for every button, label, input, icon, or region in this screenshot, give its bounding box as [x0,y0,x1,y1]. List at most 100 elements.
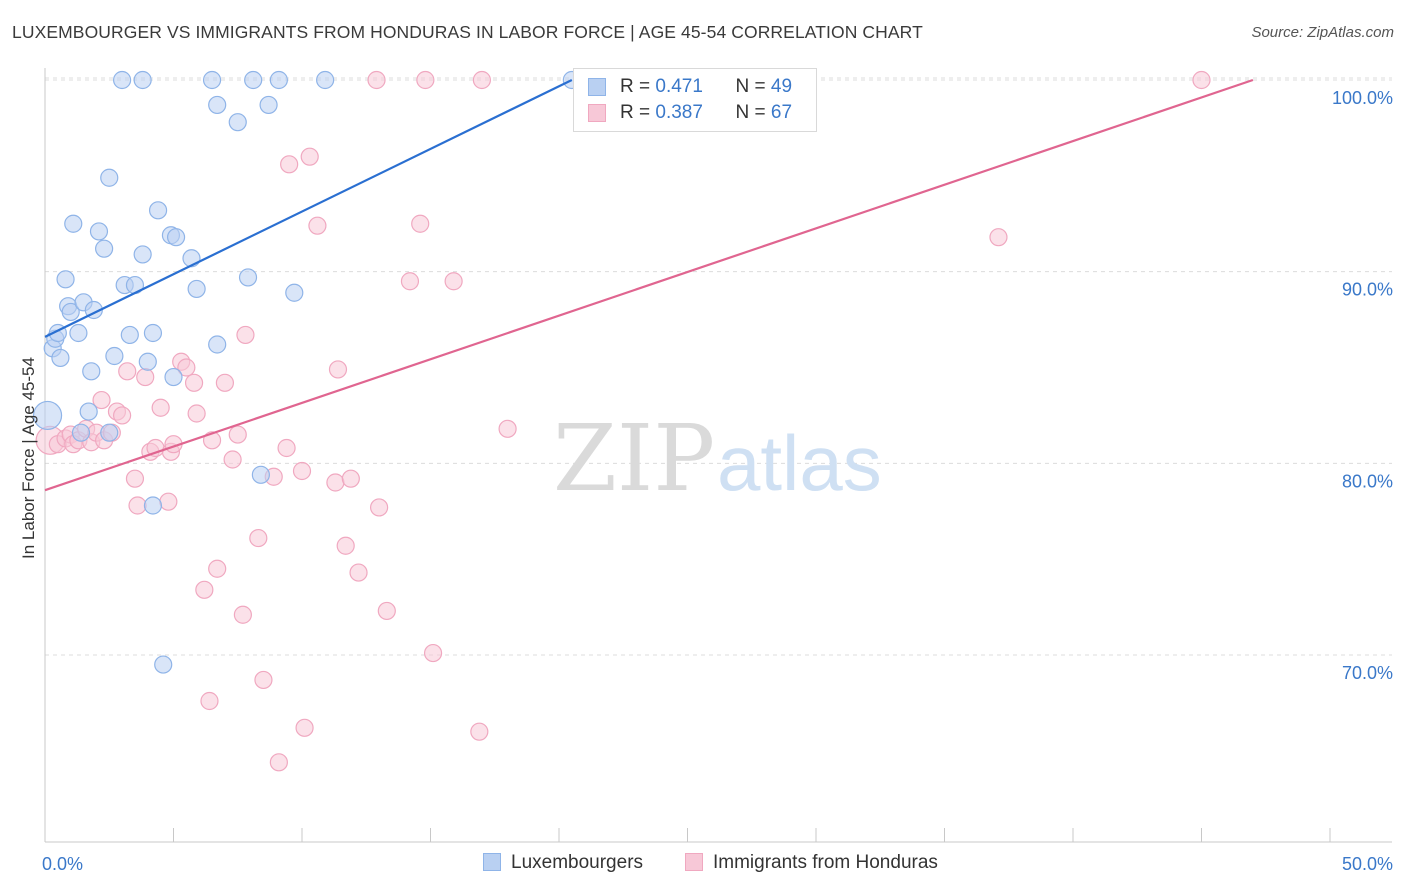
data-point [228,425,247,444]
legend-item-honduras[interactable]: Immigrants from Honduras [685,852,938,874]
data-point [164,367,183,387]
data-point [133,245,152,264]
grid-layer [45,77,1392,656]
data-point [215,373,234,392]
legend-item-luxembourgers[interactable]: Luxembourgers [483,852,643,874]
data-point [143,323,163,343]
watermark: ZIP atlas [553,405,882,512]
data-point [295,718,314,737]
n-label: N = [735,76,766,97]
data-point [370,498,389,517]
legend-swatch-blue [483,853,501,871]
data-point [202,431,222,450]
data-point [159,492,178,511]
data-point [244,70,263,90]
data-point [300,147,319,166]
trend-line [44,79,573,338]
data-point [143,496,163,515]
data-point [32,400,63,431]
data-point [269,70,288,90]
data-point [95,239,114,258]
legend-swatch-pink [588,104,606,122]
data-point [51,348,70,368]
n-label: N = [735,102,766,123]
legend-label: Immigrants from Honduras [713,852,938,873]
data-point [400,272,420,291]
data-point [308,216,327,235]
data-point [56,270,75,289]
data-point [223,450,242,469]
data-point [277,438,296,458]
data-point [228,113,247,132]
data-point [128,496,147,515]
data-point [125,469,145,488]
data-point [292,461,312,481]
data-point [328,360,348,379]
data-point [184,373,204,392]
y-tick-label: 90.0% [1342,280,1393,300]
data-point [105,346,124,366]
watermark-zip: ZIP [553,405,715,512]
data-point [411,214,430,233]
data-point [100,168,119,187]
legend-swatch-pink [685,853,703,871]
data-point [238,268,258,287]
data-point [112,406,132,425]
legend-label: Luxembourgers [511,852,644,873]
data-point [177,358,196,377]
data-point [349,563,368,582]
data-point [989,228,1008,247]
data-point [249,528,268,548]
data-point [200,691,219,711]
data-point [133,70,152,90]
data-point [254,670,273,690]
data-point [89,222,109,241]
y-axis-label: In Labor Force | Age 45-54 [19,357,38,559]
data-point [92,390,111,410]
chart-title: LUXEMBOURGER VS IMMIGRANTS FROM HONDURAS… [12,22,923,42]
data-point [166,228,186,247]
r-value: 0.471 [655,76,703,97]
watermark-atlas: atlas [717,419,882,507]
data-point [367,70,386,90]
data-point [154,655,173,674]
data-point [82,362,101,381]
data-point [120,325,139,345]
data-point [259,95,278,115]
data-point [138,352,157,371]
data-point [148,201,168,220]
data-point [195,580,214,599]
data-point [285,283,304,302]
data-point [69,323,88,343]
data-point [269,753,288,772]
data-point [444,272,463,291]
data-point [112,70,132,90]
r-label: R = [620,102,651,123]
data-point [423,643,443,663]
data-point [236,325,255,345]
data-point [100,423,119,442]
trend-line [44,78,1254,492]
data-point [208,335,227,354]
data-point [326,473,345,492]
data-point [118,362,137,381]
y-tick-label: 70.0% [1342,663,1393,683]
data-point [64,214,83,233]
x-tick-label: 0.0% [42,854,83,874]
data-point [187,404,206,423]
data-point [280,155,299,174]
data-point [61,302,80,322]
data-point [316,70,335,90]
source-credit: Source: ZipAtlas.com [1251,24,1394,41]
data-point [341,469,360,488]
legend-swatch-blue [588,78,606,96]
data-point [208,559,227,578]
data-point [470,722,489,741]
data-point [79,402,98,421]
data-point [151,398,170,417]
data-point [187,279,206,299]
data-point [416,70,435,90]
y-tick-label: 80.0% [1342,471,1393,491]
data-point [472,70,491,90]
data-point [208,95,227,115]
